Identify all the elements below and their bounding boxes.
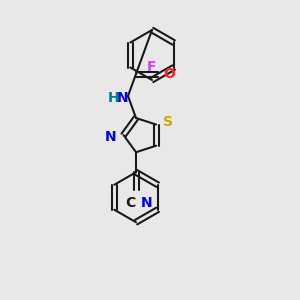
Text: H: H — [108, 91, 120, 105]
Text: F: F — [147, 60, 157, 74]
Text: O: O — [163, 67, 175, 81]
Text: S: S — [163, 115, 173, 128]
Text: N: N — [117, 91, 129, 105]
Text: C: C — [125, 196, 135, 210]
Text: N: N — [141, 196, 153, 210]
Text: N: N — [105, 130, 117, 144]
